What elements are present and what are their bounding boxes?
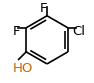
Text: Cl: Cl: [72, 25, 85, 38]
Text: F: F: [13, 25, 20, 38]
Text: HO: HO: [13, 62, 33, 75]
Text: F: F: [39, 2, 47, 15]
